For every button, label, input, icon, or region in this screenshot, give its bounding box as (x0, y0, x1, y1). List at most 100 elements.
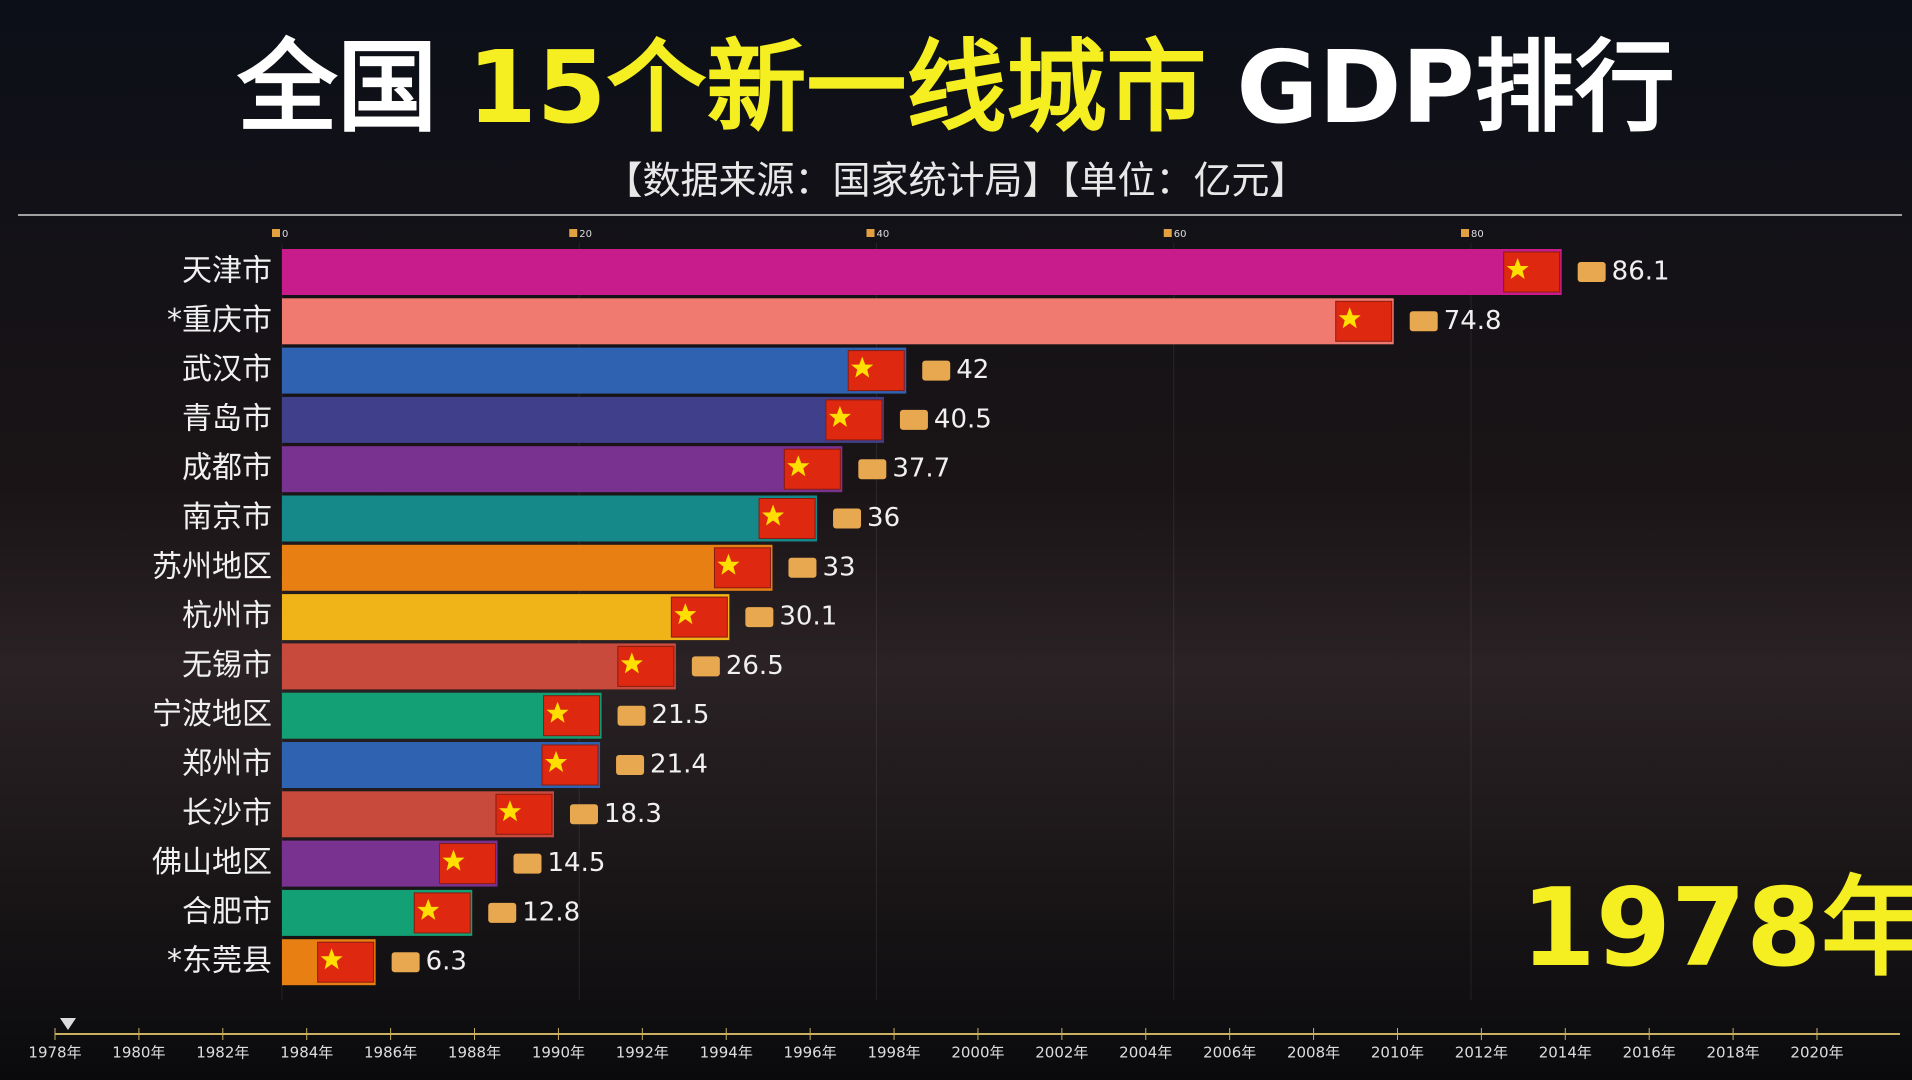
flag (670, 596, 728, 638)
value-label: 36 (867, 503, 900, 533)
x-tick-label: 60 (1174, 229, 1187, 240)
bar (282, 396, 884, 443)
value-label: 74.8 (1444, 306, 1502, 336)
value-icon (513, 853, 542, 874)
flag-star (498, 800, 521, 822)
timeline-label: 2016年 (1623, 1044, 1676, 1062)
value-label: 40.5 (934, 404, 992, 434)
value-icon (617, 705, 646, 726)
value-label: 6.3 (426, 947, 467, 977)
flag (413, 892, 471, 934)
x-tick-label: 80 (1471, 229, 1484, 240)
year-label: 1978年 (1521, 866, 1912, 991)
flag-star (828, 405, 851, 427)
timeline-label: 1984年 (280, 1044, 333, 1062)
value-icon (569, 804, 598, 825)
category-label: 佛山地区 (152, 845, 272, 880)
flag-star (787, 455, 810, 477)
value-icon (922, 360, 951, 381)
value-label: 26.5 (726, 651, 784, 681)
value-icon (1577, 262, 1606, 282)
flag (783, 448, 841, 490)
flag-star (545, 751, 568, 772)
flag (713, 547, 771, 589)
value-icon (691, 656, 720, 677)
tick-icon (866, 229, 875, 237)
category-label: 苏州地区 (152, 549, 272, 584)
value-label: 86.1 (1612, 257, 1670, 287)
title-part: GDP排行 (1236, 29, 1674, 146)
flag-star (762, 504, 785, 526)
timeline-label: 2010年 (1371, 1044, 1424, 1062)
category-label: 宁波地区 (152, 697, 272, 732)
value-icon (745, 607, 774, 628)
bar (282, 544, 773, 591)
flag (1503, 251, 1561, 293)
timeline-label: 1998年 (867, 1044, 920, 1062)
flag-star (442, 849, 465, 871)
bar (282, 446, 843, 493)
bar (282, 643, 676, 690)
category-label: 杭州市 (182, 599, 272, 634)
tick-icon (1163, 229, 1172, 237)
value-icon (833, 508, 862, 529)
flag (617, 645, 675, 687)
value-label: 21.4 (650, 750, 708, 780)
timeline-label: 2020年 (1790, 1044, 1843, 1062)
bar (282, 298, 1394, 345)
category-label: 成都市 (182, 451, 272, 486)
flag (758, 498, 816, 539)
flag-star (717, 553, 740, 575)
x-tick-label: 40 (877, 229, 890, 240)
value-icon (899, 409, 928, 430)
category-label: 无锡市 (182, 648, 272, 683)
flag (439, 843, 497, 885)
bar (282, 249, 1562, 295)
flag-star (1506, 258, 1529, 279)
category-label: 武汉市 (182, 352, 272, 387)
subtitle: 【数据来源：国家统计局】【单位：亿元】 (604, 159, 1307, 203)
timeline-label: 1994年 (700, 1044, 753, 1062)
category-label: 天津市 (182, 254, 272, 289)
value-label: 42 (956, 355, 989, 385)
tick-icon (569, 229, 578, 237)
flag (495, 793, 553, 835)
tick-icon (1461, 229, 1469, 237)
value-label: 14.5 (548, 848, 606, 878)
flag (541, 744, 599, 786)
timeline-label: 1980年 (112, 1044, 165, 1062)
value-icon (858, 459, 887, 480)
category-label: 长沙市 (182, 796, 272, 831)
timeline-label: 2006年 (1203, 1044, 1256, 1062)
value-label: 12.8 (522, 897, 580, 927)
chart-title: 全国 15个新一线城市 GDP排行 (236, 29, 1675, 146)
value-icon (488, 902, 517, 923)
category-label: 合肥市 (182, 894, 272, 929)
tick-icon (272, 229, 280, 237)
timeline-label: 2008年 (1287, 1044, 1340, 1062)
value-label: 33 (822, 552, 855, 582)
timeline-pointer (60, 1018, 76, 1030)
bar (282, 495, 818, 542)
category-label: 青岛市 (182, 401, 272, 436)
flag-star (1338, 307, 1361, 329)
category-label: *重庆市 (167, 303, 272, 338)
flag (317, 941, 375, 983)
flag-star (546, 701, 569, 723)
flag-star (417, 898, 440, 920)
x-tick-label: 20 (579, 229, 592, 240)
value-icon (788, 557, 817, 578)
value-label: 30.1 (779, 602, 837, 632)
value-label: 18.3 (604, 799, 662, 829)
value-label: 37.7 (892, 454, 950, 484)
timeline-label: 2012年 (1455, 1044, 1508, 1062)
flag-star (620, 652, 643, 674)
timeline-label: 1988年 (448, 1044, 501, 1062)
flag-star (851, 356, 874, 378)
timeline-label: 1978年 (28, 1044, 81, 1062)
flag (847, 350, 905, 392)
timeline-label: 1990年 (532, 1044, 585, 1062)
value-icon (391, 952, 420, 973)
bar (282, 347, 907, 394)
